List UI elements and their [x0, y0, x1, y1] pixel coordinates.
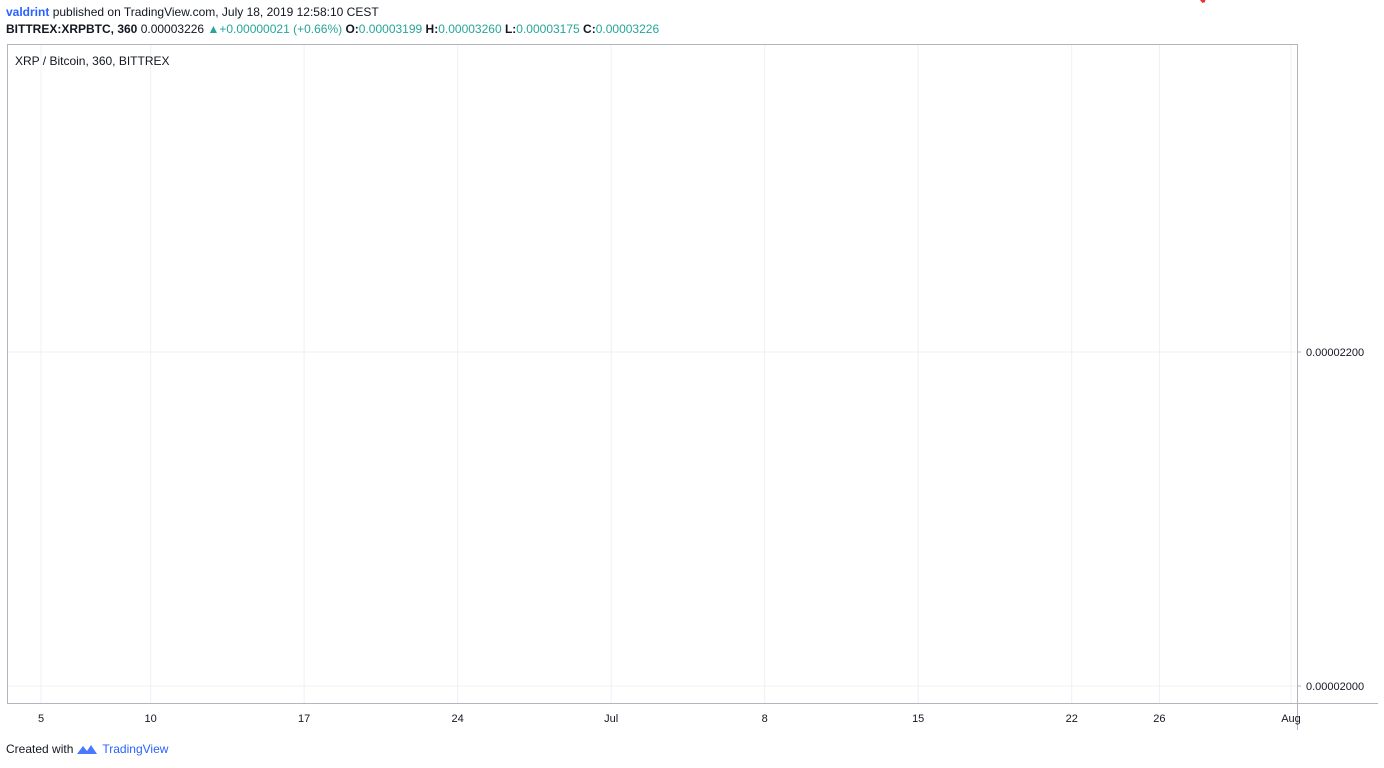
published-text: published on TradingView.com, July 18, 2…	[52, 5, 379, 19]
up-triangle-icon: ▲	[207, 22, 220, 36]
change-value: +0.00000021 (+0.66%)	[219, 22, 343, 36]
price-tick-label: 0.00002200	[1306, 347, 1364, 359]
high-label: H:	[425, 22, 439, 36]
symbol-ohlc-bar: BITTREX:XRPBTC, 360 0.00003226 ▲+0.00000…	[6, 22, 659, 36]
close-value: 0.00003226	[595, 22, 660, 36]
price-axis[interactable]: 0.00002000 0.00002200	[1297, 347, 1364, 693]
price-tick-label: 0.00002000	[1306, 681, 1364, 693]
time-tick-label: 10	[145, 713, 157, 725]
low-value: 0.00003175	[516, 22, 580, 36]
low-label: L:	[504, 22, 517, 36]
time-tick-label: Jul	[604, 713, 618, 725]
tradingview-logo-icon	[77, 745, 98, 754]
open-value: 0.00003199	[358, 22, 423, 36]
footer: Created with TradingView	[6, 742, 168, 756]
chart-title: XRP / Bitcoin, 360, BITTREX	[15, 54, 170, 68]
time-tick-label: 26	[1153, 713, 1165, 725]
time-tick-label: 22	[1066, 713, 1078, 725]
open-label: O:	[345, 22, 359, 36]
time-tick-label: 24	[452, 713, 464, 725]
annotations[interactable]	[63, 0, 1225, 1]
time-tick-label: 8	[762, 713, 768, 725]
time-tick-label: 17	[298, 713, 310, 725]
time-tick-label: 5	[38, 713, 44, 725]
close-label: C:	[583, 22, 596, 36]
publish-info: valdrint published on TradingView.com, J…	[6, 5, 379, 19]
time-tick-label: 15	[912, 713, 924, 725]
last-price: 0.00003226	[140, 22, 205, 36]
plot-frame	[7, 44, 1298, 704]
time-axis[interactable]: 5 10 17 24 Jul 8 15 22 26 Aug	[38, 713, 1301, 725]
time-tick-label: Aug	[1281, 713, 1301, 725]
tradingview-brand[interactable]: TradingView	[102, 742, 169, 756]
created-with-text: Created with	[6, 742, 74, 756]
trendline-arrow[interactable]	[63, 0, 1203, 1]
high-value: 0.00003260	[438, 22, 502, 36]
author-name[interactable]: valdrint	[6, 5, 50, 19]
symbol-label: BITTREX:XRPBTC, 360	[6, 22, 138, 36]
grid-lines	[8, 45, 1297, 703]
